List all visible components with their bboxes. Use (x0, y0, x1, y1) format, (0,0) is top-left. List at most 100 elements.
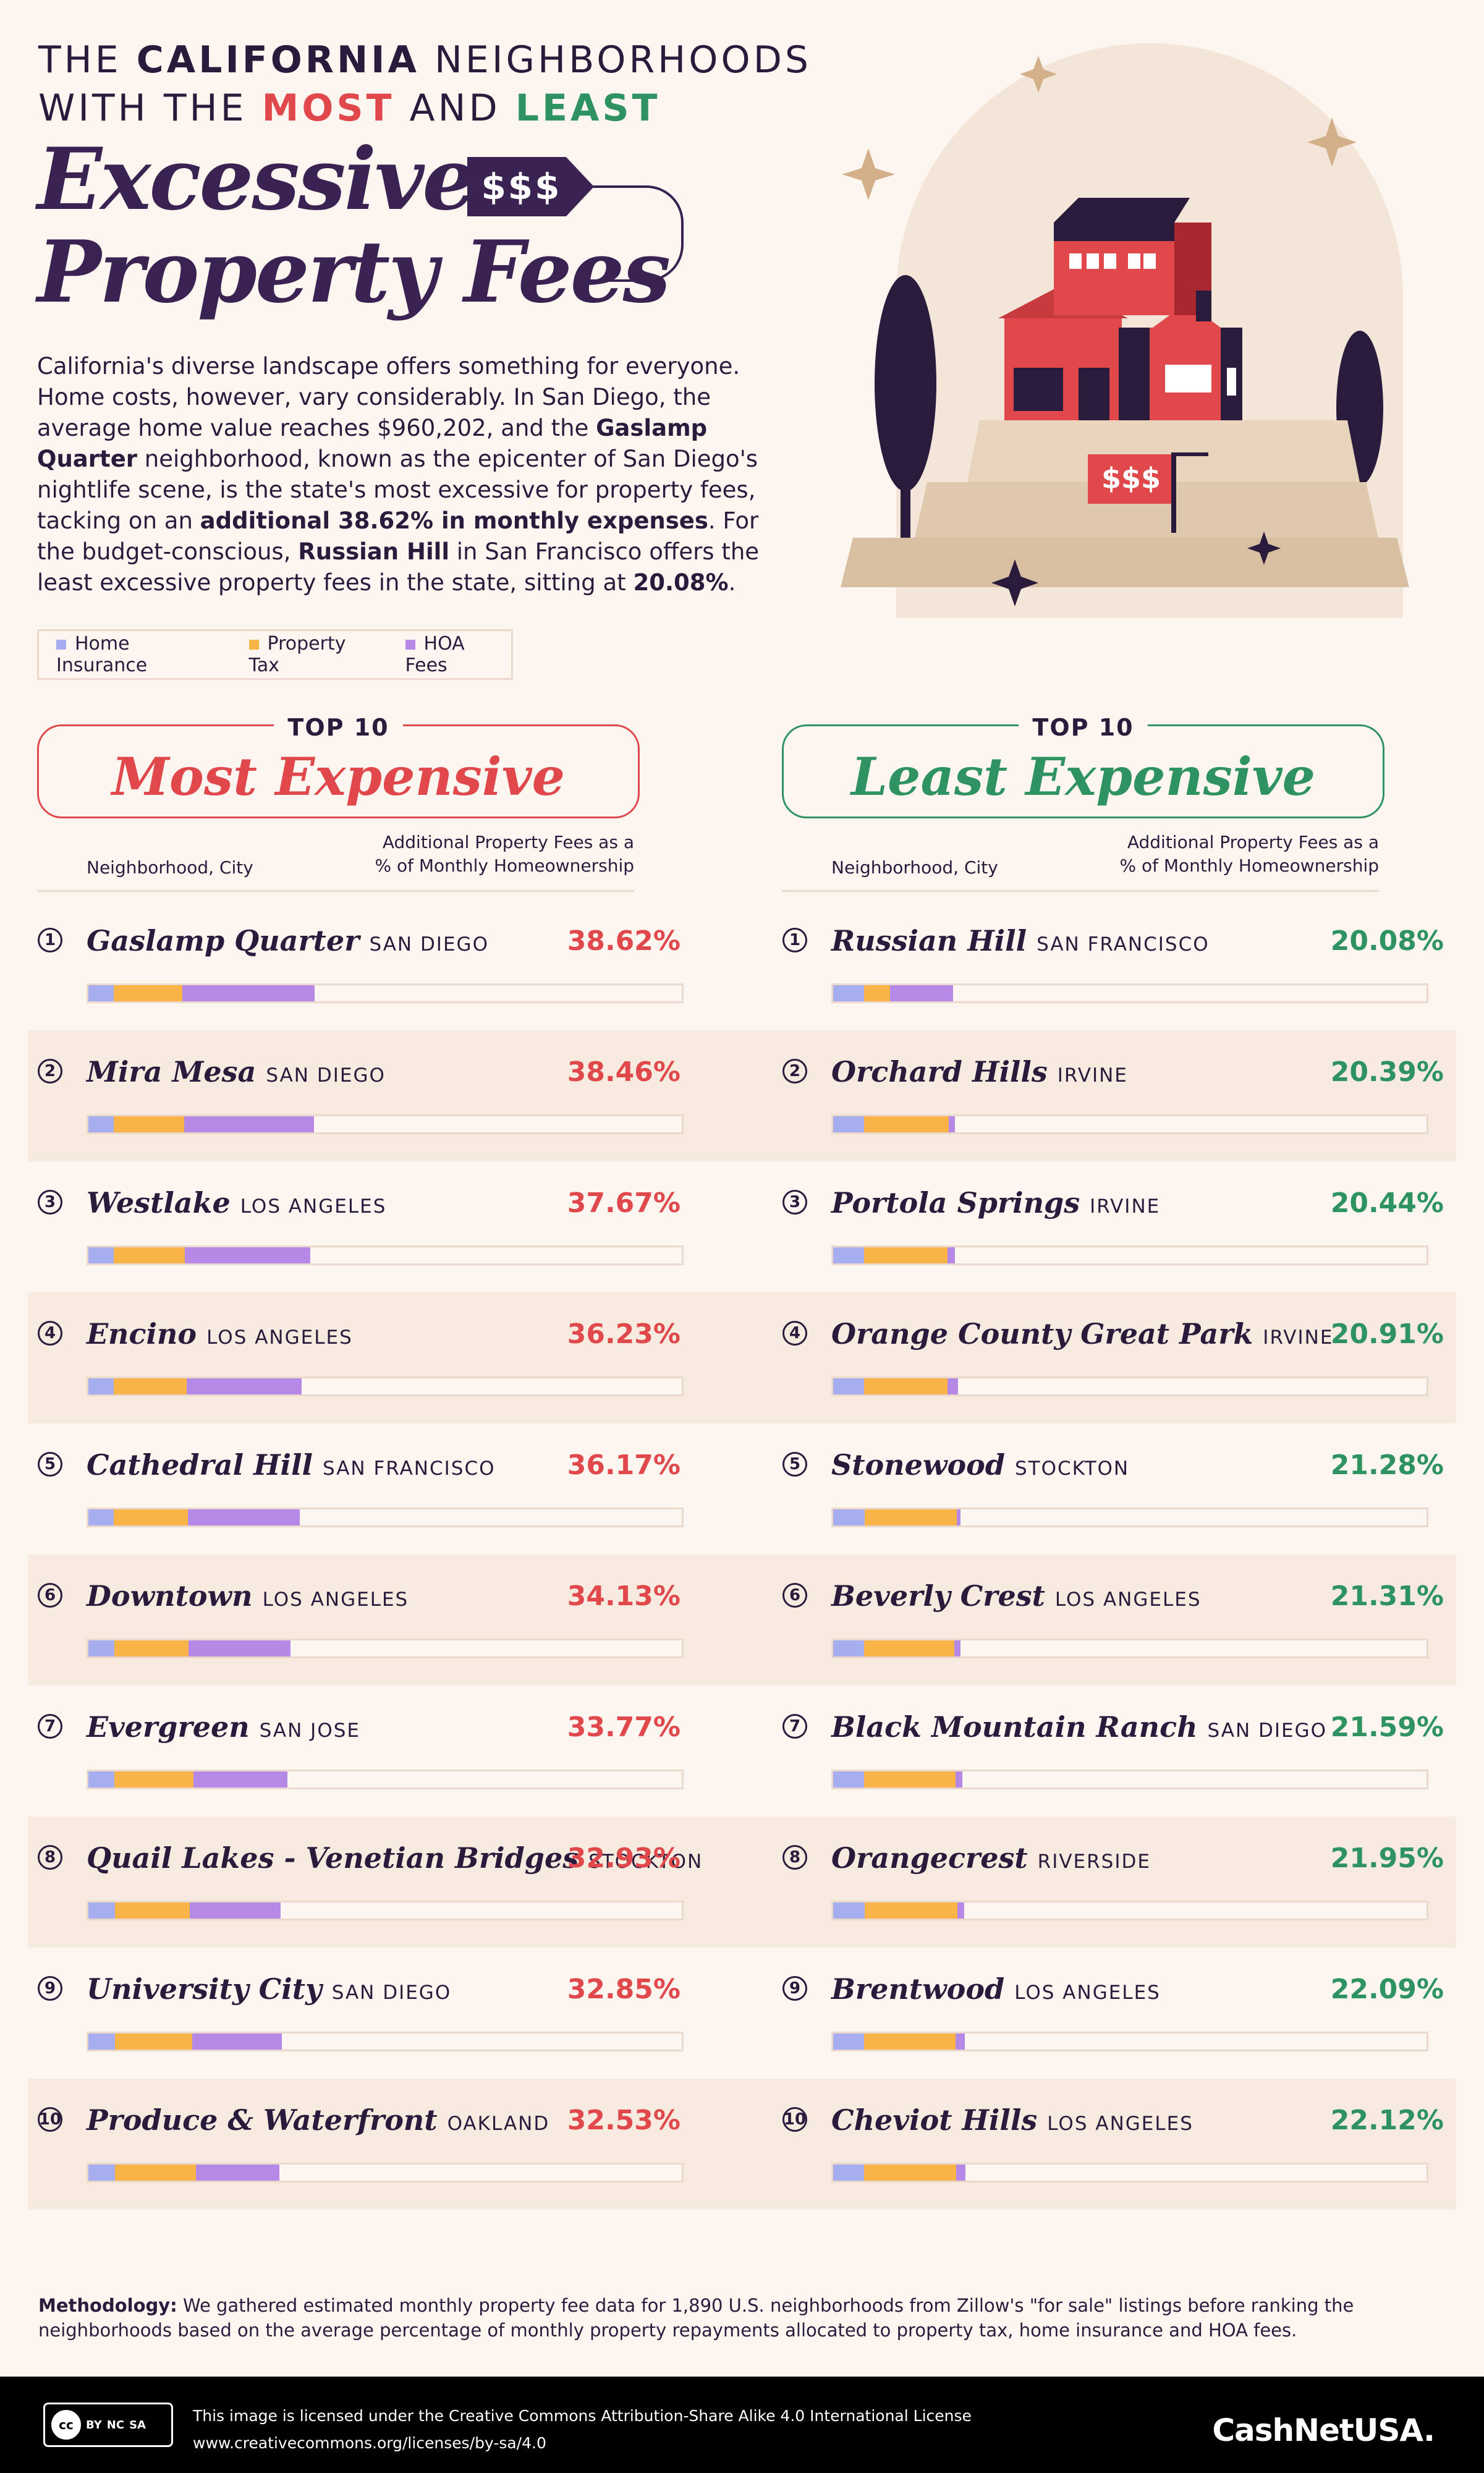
bar-segment-hoa-fees (948, 1247, 956, 1263)
bar-segment-property-tax (113, 1509, 189, 1525)
fee-percentage: 38.46% (567, 1056, 681, 1088)
fee-breakdown-bar (831, 1508, 1428, 1527)
fee-percentage: 38.62% (567, 925, 681, 957)
neighborhood-name: Russian Hill SAN FRANCISCO (831, 924, 1210, 957)
bar-segment-property-tax (113, 1247, 185, 1263)
fee-breakdown-bar (831, 1639, 1428, 1658)
bar-segment-home-insurance (833, 2034, 865, 2050)
neighborhood-name: Evergreen SAN JOSE (87, 1710, 360, 1744)
bar-segment-hoa-fees (192, 2034, 282, 2050)
bar-segment-home-insurance (88, 1247, 114, 1263)
bar-segment-hoa-fees (195, 2165, 280, 2181)
bar-segment-property-tax (114, 1771, 193, 1788)
bar-segment-home-insurance (833, 985, 865, 1001)
ranking-row-most: 4 Encino LOS ANGELES 36.23% (28, 1292, 693, 1423)
bar-segment-home-insurance (88, 1509, 114, 1525)
bar-segment-property-tax (864, 2034, 956, 2050)
bar-segment-hoa-fees (957, 1902, 964, 1919)
fee-breakdown-bar (831, 1770, 1428, 1789)
row-shade (28, 1292, 1456, 1423)
city-name: IRVINE (1057, 1064, 1128, 1087)
brand-logo: CashNetUSA. (1212, 2412, 1435, 2448)
neighborhood-name: University City SAN DIEGO (87, 1972, 452, 2006)
bar-segment-hoa-fees (956, 1771, 962, 1788)
fee-breakdown-bar (87, 1245, 684, 1265)
bar-segment-property-tax (115, 2165, 196, 2181)
fee-breakdown-bar (831, 1901, 1428, 1920)
ranking-row-most: 9 University City SAN DIEGO 32.85% (28, 1948, 693, 2079)
fee-breakdown-bar (87, 2163, 684, 2182)
bar-segment-home-insurance (833, 2165, 865, 2181)
rank-badge: 4 (38, 1321, 62, 1346)
house-illustration: $$$ (841, 43, 1409, 618)
neighborhood-name: Downtown LOS ANGELES (87, 1579, 409, 1613)
city-name: SAN FRANCISCO (1037, 933, 1210, 956)
bar-segment-hoa-fees (956, 2034, 965, 2050)
rank-badge: 2 (38, 1059, 62, 1084)
city-name: SAN DIEGO (369, 933, 489, 956)
bar-segment-hoa-fees (193, 1771, 287, 1788)
neighborhood-name: Cheviot Hills LOS ANGELES (831, 2103, 1194, 2137)
tag-string (581, 185, 684, 282)
sparkle-icon (1247, 532, 1281, 565)
ranking-row-most: 1 Gaslamp Quarter SAN DIEGO 38.62% (28, 899, 693, 1030)
bar-segment-hoa-fees (190, 1902, 281, 1919)
bar-segment-home-insurance (88, 1640, 114, 1656)
city-name: LOS ANGELES (262, 1589, 409, 1611)
bar-segment-home-insurance (833, 1640, 865, 1656)
city-name: SAN DIEGO (266, 1064, 386, 1087)
fee-percentage: 20.44% (1330, 1187, 1444, 1219)
ranking-row-least: 4 Orange County Great Park IRVINE 20.91% (773, 1292, 1456, 1423)
bar-segment-property-tax (115, 1902, 190, 1919)
rank-badge: 6 (782, 1583, 807, 1608)
city-name: STOCKTON (1015, 1457, 1130, 1480)
fee-percentage: 21.95% (1330, 1843, 1444, 1874)
bar-segment-hoa-fees (182, 985, 315, 1001)
bar-segment-property-tax (864, 1247, 948, 1263)
creative-commons-badge-icon: cc BY NC SA (43, 2403, 173, 2447)
bar-segment-home-insurance (88, 1116, 114, 1132)
row-shade (28, 1555, 1456, 1686)
rank-badge: 2 (782, 1059, 807, 1084)
bar-segment-hoa-fees (187, 1378, 302, 1394)
bar-segment-home-insurance (88, 1378, 114, 1394)
column-header-least: Neighborhood, City Additional Property F… (782, 832, 1379, 892)
bar-segment-home-insurance (833, 1378, 865, 1394)
fee-breakdown-bar (831, 983, 1428, 1003)
tree-icon (875, 275, 936, 491)
methodology-note: Methodology: We gathered estimated month… (38, 2295, 1354, 2341)
fee-breakdown-bar (831, 2163, 1428, 2182)
fee-breakdown-bar (87, 2032, 684, 2051)
bar-segment-home-insurance (833, 1902, 865, 1919)
neighborhood-name: Portola Springs IRVINE (831, 1186, 1161, 1220)
neighborhood-name: Gaslamp Quarter SAN DIEGO (87, 924, 489, 957)
bar-segment-property-tax (114, 1640, 189, 1656)
legend-item-hoa-fees: HOA Fees (405, 633, 465, 676)
neighborhood-name: Quail Lakes - Venetian Bridges STOCKTON (87, 1841, 703, 1875)
rank-badge: 1 (38, 928, 62, 952)
bar-segment-home-insurance (88, 2165, 116, 2181)
chart-legend: Home Insurance Property Tax HOA Fees (37, 629, 513, 680)
ranking-row-most: 8 Quail Lakes - Venetian Bridges STOCKTON 3… (28, 1817, 702, 1948)
bar-segment-home-insurance (88, 985, 114, 1001)
bar-segment-property-tax (864, 1378, 948, 1394)
fee-percentage: 32.53% (567, 2105, 681, 2136)
neighborhood-name: Orangecrest RIVERSIDE (831, 1841, 1151, 1875)
bar-segment-property-tax (864, 2165, 956, 2181)
fee-percentage: 34.13% (567, 1580, 681, 1612)
bar-segment-hoa-fees (188, 1509, 300, 1525)
ranking-row-least: 5 Stonewood STOCKTON 21.28% (773, 1423, 1456, 1555)
bar-segment-property-tax (115, 2034, 193, 2050)
section-most-expensive: TOP 10 Most Expensive (37, 714, 640, 818)
city-name: IRVINE (1090, 1195, 1161, 1218)
fee-breakdown-bar (87, 1376, 684, 1396)
fee-percentage: 20.08% (1330, 925, 1444, 957)
rank-badge: 8 (782, 1845, 807, 1870)
bar-segment-hoa-fees (184, 1116, 315, 1132)
neighborhood-name: Mira Mesa SAN DIEGO (87, 1055, 386, 1088)
rank-badge: 5 (38, 1452, 62, 1477)
fee-breakdown-bar (831, 1114, 1428, 1134)
sale-sign-label: $$$ (1101, 462, 1161, 495)
rank-badge: 9 (38, 1976, 62, 2001)
neighborhood-name: Black Mountain Ranch SAN DIEGO (831, 1710, 1328, 1744)
